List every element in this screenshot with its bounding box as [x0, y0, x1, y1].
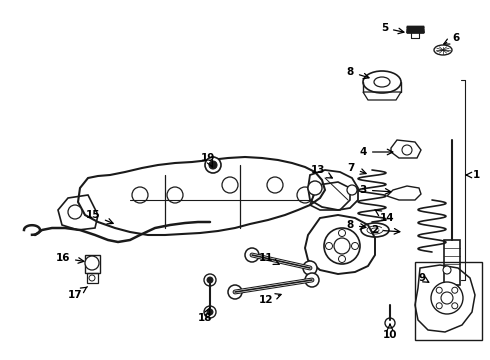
- Circle shape: [324, 228, 360, 264]
- Circle shape: [452, 303, 458, 309]
- Bar: [415, 262, 482, 340]
- Circle shape: [351, 243, 359, 249]
- Circle shape: [297, 187, 313, 203]
- Circle shape: [222, 177, 238, 193]
- Circle shape: [452, 287, 458, 293]
- Circle shape: [167, 187, 183, 203]
- Circle shape: [347, 185, 357, 195]
- Circle shape: [132, 187, 148, 203]
- Circle shape: [207, 277, 213, 283]
- Circle shape: [245, 248, 259, 262]
- Text: 10: 10: [383, 324, 397, 340]
- Circle shape: [308, 181, 322, 195]
- Text: 16: 16: [55, 253, 84, 263]
- Circle shape: [228, 285, 242, 299]
- Text: 2: 2: [371, 225, 400, 235]
- Text: 18: 18: [198, 307, 212, 323]
- Circle shape: [303, 261, 317, 275]
- Text: 1: 1: [466, 170, 480, 180]
- Circle shape: [89, 275, 95, 281]
- Circle shape: [339, 230, 345, 237]
- Circle shape: [431, 282, 463, 314]
- Circle shape: [207, 309, 213, 315]
- Text: 9: 9: [418, 273, 429, 283]
- Text: 4: 4: [360, 147, 393, 157]
- Circle shape: [436, 287, 442, 293]
- Text: 17: 17: [68, 287, 87, 300]
- Bar: [444, 240, 460, 285]
- Circle shape: [209, 161, 217, 169]
- Circle shape: [402, 145, 412, 155]
- Text: 5: 5: [381, 23, 404, 34]
- Text: 8: 8: [347, 220, 366, 230]
- Text: 3: 3: [360, 185, 391, 195]
- Text: 7: 7: [347, 163, 366, 174]
- Circle shape: [267, 177, 283, 193]
- Text: 19: 19: [201, 153, 215, 167]
- Circle shape: [68, 205, 82, 219]
- Circle shape: [339, 256, 345, 262]
- Text: 6: 6: [444, 33, 459, 44]
- Text: 13: 13: [311, 165, 332, 178]
- Text: 11: 11: [259, 253, 279, 265]
- Circle shape: [443, 266, 451, 274]
- Circle shape: [325, 243, 333, 249]
- Circle shape: [205, 157, 221, 173]
- Circle shape: [204, 306, 216, 318]
- Circle shape: [204, 274, 216, 286]
- Circle shape: [441, 292, 453, 304]
- Circle shape: [334, 238, 350, 254]
- Text: 12: 12: [259, 294, 281, 305]
- Text: 8: 8: [347, 67, 369, 79]
- Circle shape: [85, 256, 99, 270]
- Text: 14: 14: [375, 210, 394, 223]
- Text: 15: 15: [85, 210, 113, 224]
- Circle shape: [436, 303, 442, 309]
- Circle shape: [305, 273, 319, 287]
